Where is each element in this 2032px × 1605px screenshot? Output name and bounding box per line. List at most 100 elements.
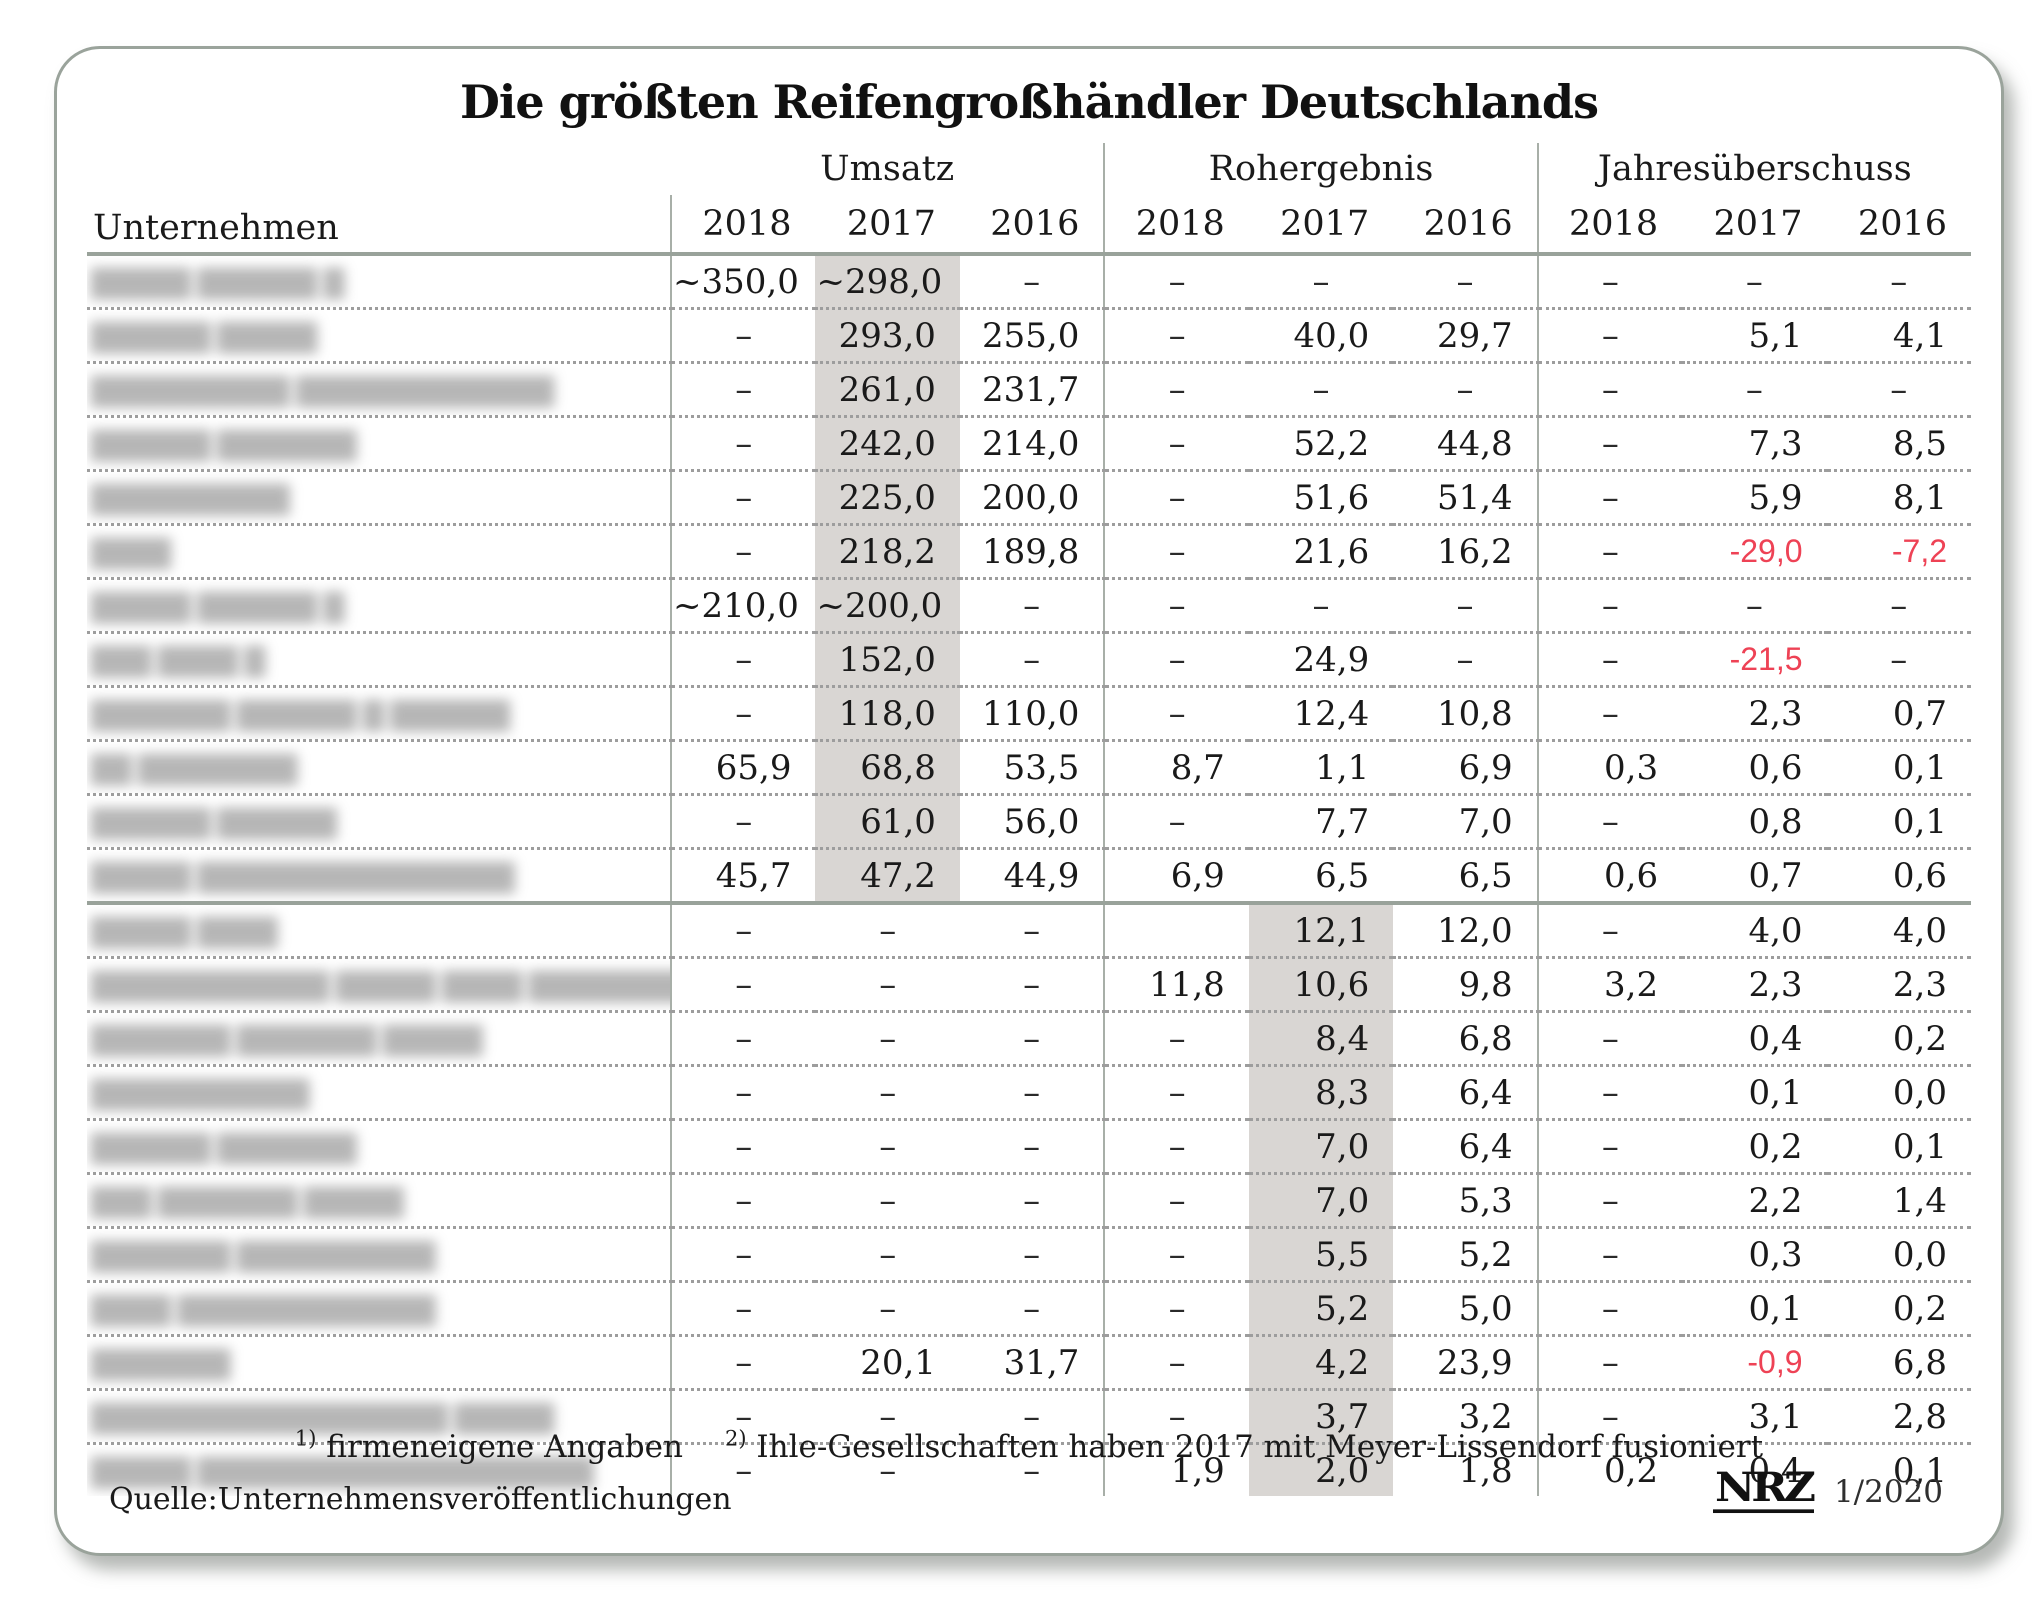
cell-umsatz-2017: ~200,0	[815, 577, 960, 633]
footnote-1: 1) firmeneigene Angaben	[295, 1427, 683, 1465]
cell-umsatz-2017: –	[815, 1226, 960, 1282]
cell-rohergebnis-2017: 7,0	[1248, 1172, 1394, 1228]
company-name-blurred: ██████ █████	[87, 307, 672, 363]
cell-rohergebnis-2017: 6,5	[1248, 847, 1394, 903]
cell-rohergebnis-2017: –	[1248, 361, 1394, 417]
cell-rohergebnis-2017: 12,4	[1248, 685, 1394, 741]
year-rohergebnis-2017: 2017	[1248, 195, 1394, 256]
cell-rohergebnis-2018: 8,7	[1103, 739, 1249, 795]
cell-umsatz-2016: 56,0	[959, 793, 1105, 849]
cell-rohergebnis-2016: 51,4	[1393, 469, 1538, 525]
company-name-blurred: ██ ████████	[87, 739, 672, 795]
blurred-text: ██████████████████ █████	[91, 1403, 554, 1435]
cell-rohergebnis-2017: 3,7	[1248, 1388, 1394, 1444]
cell-jahresueberschuss-2016: –	[1826, 361, 1971, 417]
cell-rohergebnis-2018: –	[1103, 307, 1249, 363]
cell-umsatz-2017: 218,2	[815, 523, 960, 579]
cell-rohergebnis-2018: –	[1103, 415, 1249, 471]
cell-umsatz-2017: 152,0	[815, 631, 960, 687]
cell-rohergebnis-2016: 16,2	[1393, 523, 1538, 579]
cell-umsatz-2018: –	[670, 1388, 816, 1444]
table-row: ██████ ██████ –61,0 56,0–7,7 7,0–0,8 0,1	[87, 793, 1971, 849]
blurred-text: ████████████ █████ ████ ████████	[91, 971, 672, 1003]
cell-rohergebnis-2016: 6,4	[1393, 1118, 1538, 1174]
cell-rohergebnis-2016: –	[1393, 631, 1538, 687]
cell-rohergebnis-2017: 51,6	[1248, 469, 1394, 525]
cell-jahresueberschuss-2018: –	[1536, 415, 1683, 471]
cell-umsatz-2016: 53,5	[959, 739, 1105, 795]
cell-umsatz-2018: –	[670, 631, 816, 687]
cell-rohergebnis-2017: 52,2	[1248, 415, 1394, 471]
table-row: █████ ██████ █ ~210,0 ~200,0– – – – – – –	[87, 577, 1971, 633]
cell-jahresueberschuss-2017: –	[1682, 361, 1827, 417]
cell-rohergebnis-2016: 1,8	[1393, 1442, 1538, 1496]
cell-jahresueberschuss-2017: 0,4	[1682, 1442, 1827, 1496]
cell-rohergebnis-2018	[1103, 901, 1249, 958]
cell-umsatz-2018: –	[670, 1334, 816, 1390]
cell-umsatz-2016: –	[959, 1388, 1105, 1444]
cell-umsatz-2016: –	[959, 1118, 1105, 1174]
nrz-logo: NRZ	[1713, 1464, 1816, 1514]
company-name-blurred: ██████ ██████	[87, 793, 672, 849]
blurred-text: █████ ████	[91, 917, 277, 949]
blurred-text: ██████████	[91, 484, 290, 516]
cell-umsatz-2018: –	[670, 685, 816, 741]
blurred-text: ██████ █████	[91, 322, 317, 354]
table-row: ███████████ – – – –8,3 6,4–0,1 0,0	[87, 1064, 1971, 1120]
cell-jahresueberschuss-2017: 5,9	[1682, 469, 1827, 525]
cell-jahresueberschuss-2016: 0,2	[1826, 1010, 1971, 1066]
year-jahresueberschuss-2017: 2017	[1682, 195, 1827, 256]
cell-rohergebnis-2018: 11,8	[1103, 956, 1249, 1012]
cell-jahresueberschuss-2016: –	[1890, 261, 1908, 302]
cell-umsatz-2017: 61,0	[815, 793, 960, 849]
company-name-blurred: ███ ███████ █████	[87, 1172, 672, 1228]
cell-jahresueberschuss-2017: 2,3	[1682, 685, 1827, 741]
blurred-text: ██████ ██████	[91, 808, 337, 840]
cell-rohergebnis-2018: –	[1103, 254, 1249, 309]
cell-umsatz-2016: 214,0	[959, 415, 1105, 471]
cell-jahresueberschuss-2017: -21,5	[1682, 631, 1827, 687]
company-name-blurred: ████ █████████████	[87, 1280, 672, 1336]
table-row: ███ ████ █ –152,0– –24,9– – -21,5–	[87, 631, 1971, 687]
cell-umsatz-2018: 45,7	[670, 847, 816, 903]
footnote-2-marker: 2)	[724, 1426, 747, 1451]
cell-umsatz-2016: 110,0	[959, 685, 1105, 741]
cell-umsatz-2016: –	[959, 577, 1105, 633]
cell-umsatz-2017: 293,0	[815, 307, 960, 363]
cell-jahresueberschuss-2017: 0,1	[1682, 1280, 1827, 1336]
cell-rohergebnis-2017: 24,9	[1248, 631, 1394, 687]
table-row: ██████ █████ –293,0 255,0–40,0 29,7–5,1 4,1	[87, 307, 1971, 363]
blurred-text: ██████████ █████████████	[91, 376, 554, 408]
cell-jahresueberschuss-2017: 3,1	[1682, 1388, 1827, 1444]
cell-jahresueberschuss-2017: 0,1	[1682, 1064, 1827, 1120]
blurred-text: ███████████	[91, 1079, 309, 1111]
footnote-2: 2) Ihle-Gesellschaften haben 2017 mit Me…	[724, 1426, 1763, 1465]
table-row: ███████ ██████ █ ██████ –118,0 110,0–12,4 1…	[87, 685, 1971, 741]
cell-jahresueberschuss-2018: –	[1536, 577, 1683, 633]
cell-jahresueberschuss-2017: -29,0	[1682, 523, 1827, 579]
cell-rohergebnis-2018: –	[1103, 523, 1249, 579]
company-name-blurred: █████ ██████ █	[87, 254, 671, 309]
cell-jahresueberschuss-2016: 8,1	[1826, 469, 1971, 525]
footnote-1-text: firmeneigene Angaben	[326, 1429, 683, 1465]
cell-jahresueberschuss-2017: 0,7	[1682, 847, 1827, 903]
issue-number: 1/2020	[1833, 1474, 1943, 1510]
year-jahresueberschuss-2018: 2018	[1536, 195, 1683, 256]
company-name-blurred: ███████	[87, 1334, 672, 1390]
cell-jahresueberschuss-2018: –	[1536, 469, 1683, 525]
cell-umsatz-2016: 231,7	[959, 361, 1105, 417]
cell-umsatz-2018: 65,9	[670, 739, 816, 795]
table-row: █████ ████ – – –12,1 12,0–4,0 4,0	[87, 901, 1971, 958]
cell-rohergebnis-2018: –	[1103, 1118, 1249, 1174]
cell-umsatz-2018: –	[670, 1226, 816, 1282]
cell-umsatz-2017: –	[815, 1010, 960, 1066]
cell-rohergebnis-2016: 6,4	[1393, 1064, 1538, 1120]
cell-rohergebnis-2017: 8,4	[1248, 1010, 1394, 1066]
cell-rohergebnis-2016: 12,0	[1393, 901, 1538, 958]
cell-jahresueberschuss-2018: –	[1536, 1064, 1683, 1120]
blurred-text: ████ █████████████	[91, 1295, 436, 1327]
cell-rohergebnis-2018: 1,9	[1103, 1442, 1249, 1496]
cell-jahresueberschuss-2017: 7,3	[1682, 415, 1827, 471]
cell-umsatz-2016: –	[959, 1226, 1105, 1282]
cell-rohergebnis-2018: –	[1103, 793, 1249, 849]
